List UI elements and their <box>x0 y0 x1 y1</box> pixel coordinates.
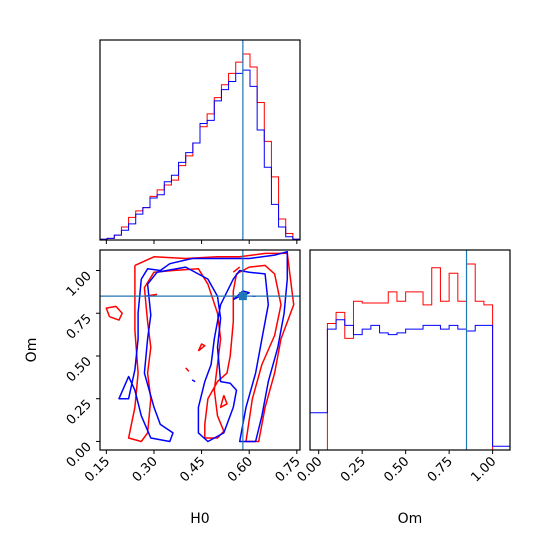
hist-om-x-tick-label: 1.00 <box>468 454 499 485</box>
contour-red-4 <box>219 395 228 409</box>
histogram-om-frame <box>309 249 511 451</box>
hist-om-x-tick-label: 0.25 <box>338 454 369 485</box>
histogram-step-blue <box>309 319 511 450</box>
contour-x-tick-label: 0.60 <box>225 454 256 485</box>
contour-y-tick-label: 0.25 <box>64 397 95 428</box>
contour-frame <box>99 249 301 451</box>
contour-red-5 <box>185 367 190 372</box>
hist-om-x-tick-label: 0.00 <box>294 454 325 485</box>
contour-y-tick-label: 0.75 <box>64 311 95 342</box>
histogram-h0-panel <box>99 39 301 241</box>
x-axis-label-om: Om <box>398 511 423 527</box>
hist-om-x-tick-label: 0.75 <box>425 454 456 485</box>
contour-blue-3 <box>191 379 196 383</box>
contour-red-0 <box>127 252 295 443</box>
x-axis-label-h0: H0 <box>190 511 209 527</box>
contour-red-6 <box>232 266 241 273</box>
axis-ticks: 0.15 0.30 0.45 0.60 0.75 0.00 0.25 0.50 0.75 1.00… <box>64 240 499 485</box>
truth-marker <box>238 292 247 301</box>
y-axis-label-om: Om <box>24 338 40 363</box>
histogram-step-red <box>310 263 510 451</box>
contour-x-tick-label: 0.30 <box>130 454 161 485</box>
hist-om-x-tick-label: 0.50 <box>381 454 412 485</box>
contour-x-tick-label: 0.15 <box>82 454 113 485</box>
histogram-h0-frame <box>99 39 301 241</box>
histogram-step-blue <box>99 69 301 240</box>
contour-h0-om-panel <box>99 249 301 451</box>
histogram-om-panel <box>309 249 511 451</box>
contour-blue-0 <box>118 250 289 443</box>
contour-red-1 <box>105 305 123 321</box>
contour-red-3 <box>197 343 206 352</box>
contour-x-tick-label: 0.45 <box>177 454 208 485</box>
contour-y-tick-label: 1.00 <box>64 269 95 300</box>
histogram-step-red <box>99 53 301 240</box>
contour-y-tick-label: 0.50 <box>64 354 95 385</box>
